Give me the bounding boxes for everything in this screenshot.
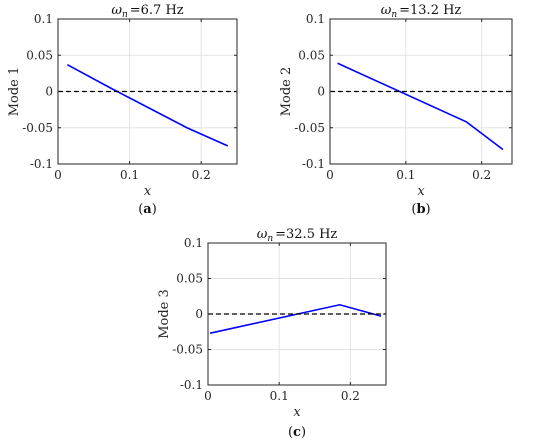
chart-panel-2: 0 0.1 0.2 -0.1 -0.05 0 0.05 0.1 ωn =13.2 Hz x Mode … bbox=[279, 3, 513, 217]
y-tick-label: -0.05 bbox=[294, 121, 325, 135]
y-tick-label: 0 bbox=[195, 307, 203, 321]
chart-panel-1: 0 0.1 0.2 -0.1 -0.05 0 0.05 0.1 ωn =6.7 Hz x Mode 1… bbox=[7, 3, 238, 217]
caption-paren: ( bbox=[138, 202, 143, 217]
x-tick-label: 0.1 bbox=[396, 168, 415, 182]
title-value: =13.2 Hz bbox=[399, 3, 461, 18]
y-tick-label: -0.1 bbox=[302, 157, 325, 171]
y-tick-label: -0.05 bbox=[22, 121, 53, 135]
x-tick-label: 0 bbox=[204, 389, 212, 403]
caption-paren: ( bbox=[411, 202, 416, 217]
caption-paren: ( bbox=[288, 425, 293, 440]
axes-box bbox=[329, 18, 513, 165]
y-tick-label: 0 bbox=[317, 85, 325, 99]
y-tick-label: 0.05 bbox=[176, 272, 203, 286]
y-tick-label: 0 bbox=[45, 85, 53, 99]
title-symbol: ω bbox=[257, 227, 268, 242]
caption-letter: b bbox=[416, 202, 425, 217]
x-tick-label: 0.1 bbox=[120, 168, 139, 182]
mode-shape-line bbox=[66, 63, 229, 147]
x-tick-label: 0 bbox=[326, 168, 334, 182]
chart-title: ωn =13.2 Hz bbox=[381, 3, 462, 20]
y-tick-label: -0.05 bbox=[172, 343, 203, 357]
chart-panel-3: 0 0.1 0.2 -0.1 -0.05 0 0.05 0.1 ωn =32.5 Hz x Mode … bbox=[157, 227, 387, 440]
caption-letter: a bbox=[143, 202, 152, 217]
mode-shape-line bbox=[337, 62, 504, 151]
x-axis-label: x bbox=[417, 184, 425, 199]
x-axis-label: x bbox=[293, 405, 301, 420]
panel-caption: (b) bbox=[411, 202, 430, 217]
x-axis-label: x bbox=[144, 184, 152, 199]
title-symbol: ω bbox=[381, 3, 392, 18]
axes-box bbox=[57, 18, 238, 165]
panel-caption: (a) bbox=[138, 202, 157, 217]
caption-letter: c bbox=[293, 425, 301, 440]
mode-shape-line bbox=[209, 303, 382, 334]
axes-box bbox=[207, 242, 387, 386]
title-symbol: ω bbox=[111, 3, 122, 18]
title-subscript: n bbox=[391, 10, 397, 20]
x-tick-label: 0 bbox=[54, 168, 62, 182]
caption-paren: ) bbox=[426, 202, 431, 217]
y-axis-label: Mode 3 bbox=[157, 289, 172, 339]
x-tick-label: 0.1 bbox=[270, 389, 289, 403]
title-value: =32.5 Hz bbox=[275, 227, 337, 242]
y-tick-label: 0.1 bbox=[34, 12, 53, 26]
x-tick-label: 0.2 bbox=[472, 168, 491, 182]
y-tick-label: -0.1 bbox=[30, 157, 53, 171]
title-subscript: n bbox=[122, 10, 128, 20]
y-tick-label: 0.1 bbox=[306, 12, 325, 26]
panel-caption: (c) bbox=[288, 425, 306, 440]
chart-title: ωn =6.7 Hz bbox=[111, 3, 183, 20]
x-tick-label: 0.2 bbox=[192, 168, 211, 182]
y-tick-label: 0.05 bbox=[26, 48, 53, 62]
title-subscript: n bbox=[267, 234, 273, 244]
y-axis-label: Mode 1 bbox=[7, 67, 22, 117]
y-tick-label: -0.1 bbox=[180, 378, 203, 392]
title-value: =6.7 Hz bbox=[130, 3, 184, 18]
caption-paren: ) bbox=[301, 425, 306, 440]
y-tick-label: 0.05 bbox=[298, 48, 325, 62]
y-axis-label: Mode 2 bbox=[279, 67, 294, 117]
chart-title: ωn =32.5 Hz bbox=[257, 227, 338, 244]
caption-paren: ) bbox=[152, 202, 157, 217]
x-tick-label: 0.2 bbox=[341, 389, 360, 403]
y-tick-label: 0.1 bbox=[184, 236, 203, 250]
